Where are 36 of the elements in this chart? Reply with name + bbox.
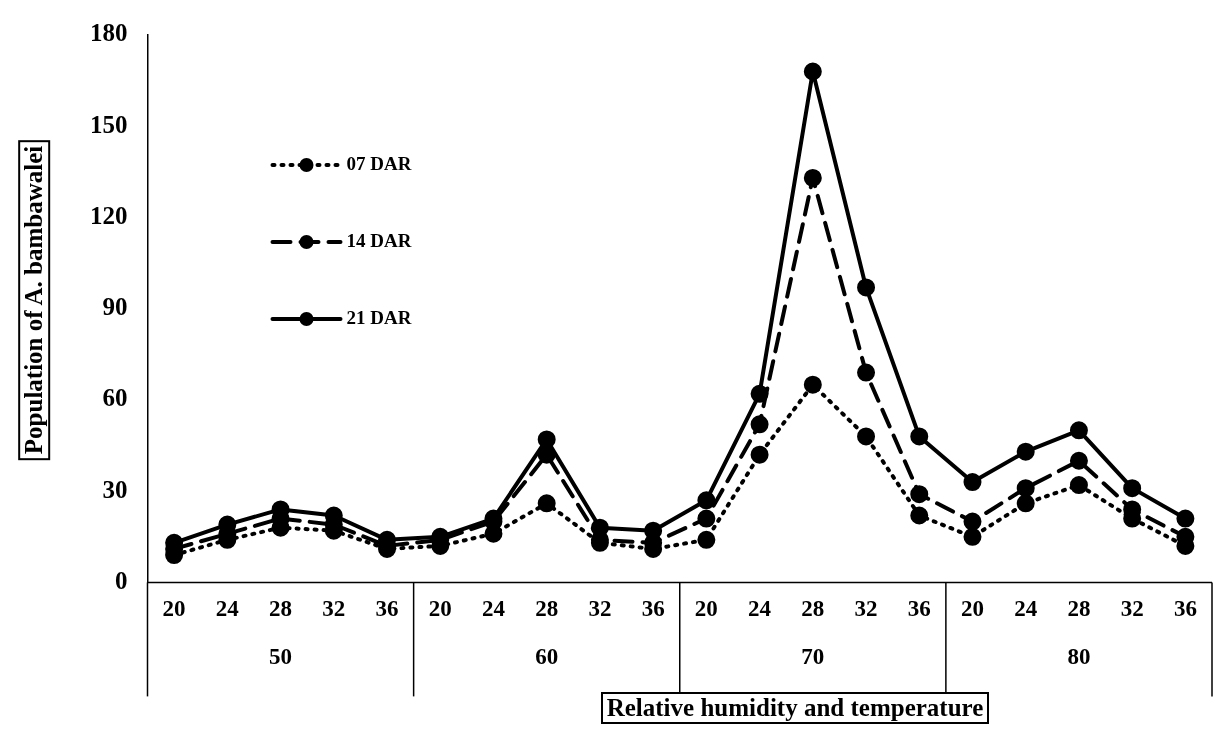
x-tick-label: 28 xyxy=(1067,596,1091,622)
text: 60 xyxy=(535,644,559,670)
x-tick-label: 32 xyxy=(322,596,346,622)
y-axis-title: Population of A. bambawalei xyxy=(18,139,50,461)
x-tick-label: 20 xyxy=(428,596,452,622)
legend-label: 07 DAR xyxy=(346,152,412,174)
y-tick-label: 180 xyxy=(90,19,128,47)
x-tick-label: 24 xyxy=(1014,596,1038,622)
legend-label: 21 DAR xyxy=(346,306,412,328)
y-tick-label: 90 xyxy=(102,293,128,321)
x-tick-label: 28 xyxy=(269,596,293,622)
x-axis-title: Relative humidity and temperature xyxy=(600,692,990,724)
y-tick-label: 30 xyxy=(102,475,128,503)
x-tick-label: 36 xyxy=(907,596,931,622)
x-tick-label: 20 xyxy=(162,596,186,622)
x-tick-label: 28 xyxy=(535,596,559,622)
x-tick-label: 24 xyxy=(215,596,240,622)
x-tick-label: 24 xyxy=(748,596,772,622)
y-tick-label: 150 xyxy=(90,110,128,138)
x-tick-label: 24 xyxy=(481,596,506,622)
y-tick-label: 60 xyxy=(102,384,128,412)
x-tick-label: 20 xyxy=(694,596,718,622)
x-tick-label: 32 xyxy=(588,596,612,622)
x-tick-label: 32 xyxy=(1120,596,1144,622)
legend-label: 14 DAR xyxy=(346,229,412,251)
x-tick-label: 36 xyxy=(641,596,665,622)
x-tick-label: 32 xyxy=(854,596,878,622)
x-tick-label: 28 xyxy=(801,596,825,622)
y-tick-label: 0 xyxy=(115,566,128,594)
x-tick-label: 36 xyxy=(1173,596,1197,622)
text: 50 xyxy=(269,644,293,670)
y-tick-label: 120 xyxy=(90,201,128,229)
text: 70 xyxy=(801,644,825,670)
x-tick-label: 20 xyxy=(960,596,984,622)
x-tick-label: 36 xyxy=(375,596,399,622)
text: 80 xyxy=(1067,644,1091,670)
